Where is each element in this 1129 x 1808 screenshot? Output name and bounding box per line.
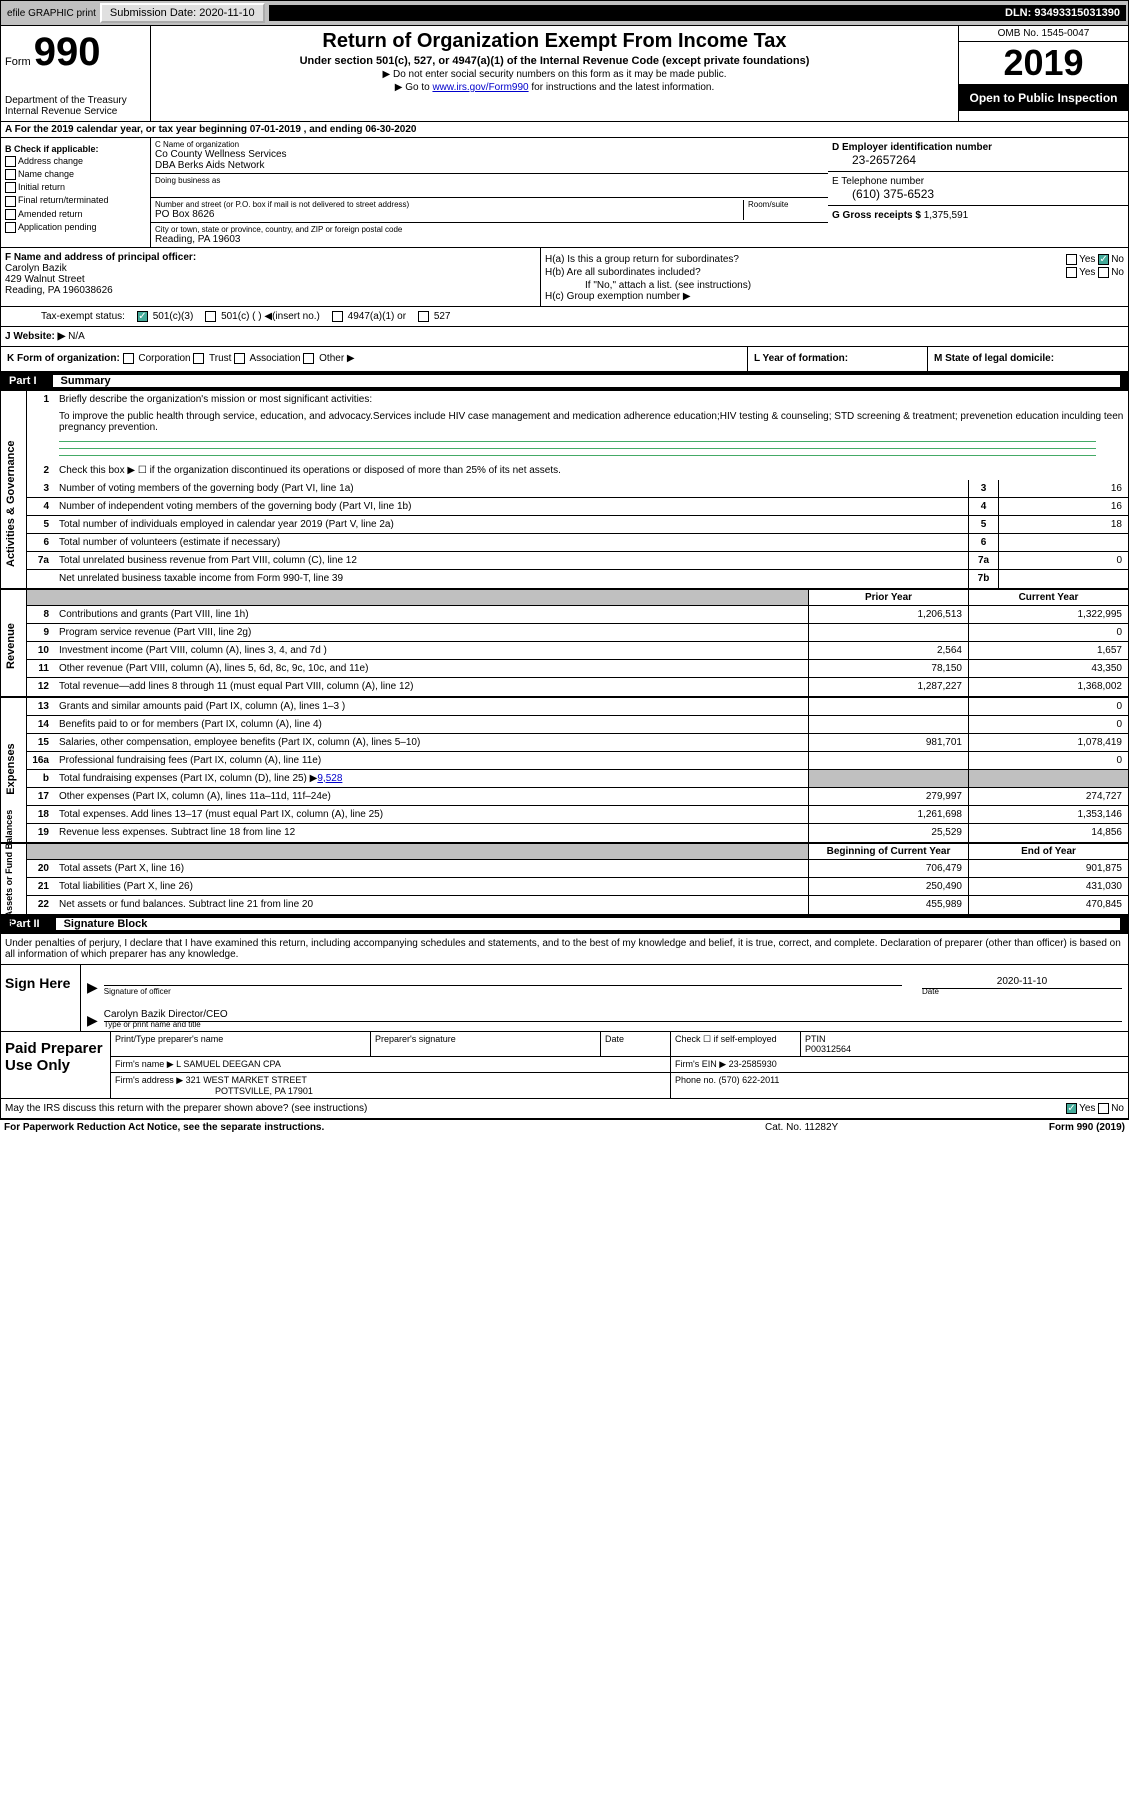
net-assets-section: Net Assets or Fund Balances Beginning of… <box>0 844 1129 915</box>
firm-addr1: 321 WEST MARKET STREET <box>186 1075 307 1085</box>
signature-block: Under penalties of perjury, I declare th… <box>0 934 1129 1119</box>
expenses-section: Expenses 13Grants and similar amounts pa… <box>0 698 1129 844</box>
paid-preparer: Paid Preparer Use Only Print/Type prepar… <box>1 1031 1128 1098</box>
city-address: Reading, PA 19603 <box>155 234 824 245</box>
mission-text: To improve the public health through ser… <box>27 409 1128 435</box>
fundraising-link[interactable]: 9,528 <box>317 773 342 784</box>
assoc-check[interactable] <box>234 353 245 364</box>
arrow-icon: ▶ <box>87 979 104 996</box>
501c-check[interactable] <box>205 311 216 322</box>
instructions-link[interactable]: www.irs.gov/Form990 <box>432 82 528 93</box>
part1-header: Part I Summary <box>0 372 1129 391</box>
final-return-check[interactable] <box>5 196 16 207</box>
declaration-text: Under penalties of perjury, I declare th… <box>1 934 1128 964</box>
footer: For Paperwork Reduction Act Notice, see … <box>0 1119 1129 1135</box>
ein: 23-2657264 <box>832 153 1124 167</box>
4947-check[interactable] <box>332 311 343 322</box>
typed-name: Carolyn Bazik Director/CEO <box>104 1009 1122 1020</box>
part2-header: Part II Signature Block <box>0 915 1129 934</box>
name-change-check[interactable] <box>5 169 16 180</box>
header-right: OMB No. 1545-0047 2019 Open to Public In… <box>958 26 1128 121</box>
street-address: PO Box 8626 <box>155 209 743 220</box>
501c3-check[interactable] <box>137 311 148 322</box>
box-h: H(a) Is this a group return for subordin… <box>541 248 1128 306</box>
ptin: P00312564 <box>805 1044 851 1054</box>
val-5: 18 <box>998 516 1128 533</box>
hb-yes-check[interactable] <box>1066 267 1077 278</box>
app-pending-check[interactable] <box>5 222 16 233</box>
top-bar: efile GRAPHIC print Submission Date: 202… <box>0 0 1129 26</box>
hb-no-check[interactable] <box>1098 267 1109 278</box>
ha-no-check[interactable] <box>1098 254 1109 265</box>
website-value: N/A <box>68 331 85 342</box>
val-7b <box>998 570 1128 588</box>
activities-governance-section: Activities & Governance 1Briefly describ… <box>0 391 1129 590</box>
ha-yes-check[interactable] <box>1066 254 1077 265</box>
527-check[interactable] <box>418 311 429 322</box>
side-governance: Activities & Governance <box>5 467 17 567</box>
initial-return-check[interactable] <box>5 182 16 193</box>
submission-date-button[interactable]: Submission Date: 2020-11-10 <box>100 3 265 23</box>
corp-check[interactable] <box>123 353 134 364</box>
val-4: 16 <box>998 498 1128 515</box>
firm-ein: 23-2585930 <box>729 1059 777 1069</box>
row-a: A For the 2019 calendar year, or tax yea… <box>0 122 1129 138</box>
tax-exempt-row: Tax-exempt status: 501(c)(3) 501(c) ( ) … <box>0 307 1129 327</box>
form-number: 990 <box>34 30 101 74</box>
arrow-icon: ▶ <box>87 1012 104 1029</box>
form-title: Return of Organization Exempt From Incom… <box>155 30 954 53</box>
section-bcdeg: B Check if applicable: Address change Na… <box>0 138 1129 248</box>
addr-change-check[interactable] <box>5 156 16 167</box>
org-name-2: DBA Berks Aids Network <box>155 160 824 171</box>
header-left: Form 990 Department of the Treasury Inte… <box>1 26 151 121</box>
revenue-section: Revenue Prior YearCurrent Year 8Contribu… <box>0 590 1129 698</box>
other-check[interactable] <box>303 353 314 364</box>
klm-row: K Form of organization: Corporation Trus… <box>0 347 1129 371</box>
header-middle: Return of Organization Exempt From Incom… <box>151 26 958 121</box>
firm-phone: (570) 622-2011 <box>719 1075 780 1085</box>
side-revenue: Revenue <box>5 596 17 696</box>
open-public: Open to Public Inspection <box>959 85 1128 111</box>
discuss-no-check[interactable] <box>1098 1103 1109 1114</box>
trust-check[interactable] <box>193 353 204 364</box>
website-row: J Website: ▶ N/A <box>0 327 1129 347</box>
dln-label: DLN: 93493315031390 <box>269 5 1126 21</box>
side-net: Net Assets or Fund Balances <box>4 834 14 934</box>
omb-number: OMB No. 1545-0047 <box>959 26 1128 42</box>
amended-check[interactable] <box>5 209 16 220</box>
box-c: C Name of organization Co County Wellnes… <box>151 138 828 247</box>
firm-addr2: POTTSVILLE, PA 17901 <box>115 1086 313 1096</box>
sign-here: Sign Here <box>1 965 81 1031</box>
val-3: 16 <box>998 480 1128 497</box>
box-b: B Check if applicable: Address change Na… <box>1 138 151 247</box>
efile-label: efile GRAPHIC print <box>3 8 100 19</box>
telephone: (610) 375-6523 <box>832 187 1124 201</box>
org-name-1: Co County Wellness Services <box>155 149 824 160</box>
val-7a: 0 <box>998 552 1128 569</box>
discuss-yes-check[interactable] <box>1066 1103 1077 1114</box>
sig-date: 2020-11-10 <box>922 976 1122 987</box>
section-fh: F Name and address of principal officer:… <box>0 248 1129 307</box>
box-deg: D Employer identification number 23-2657… <box>828 138 1128 247</box>
side-expenses: Expenses <box>5 719 17 819</box>
gross-receipts: 1,375,591 <box>924 210 969 221</box>
val-6 <box>998 534 1128 551</box>
tax-year: 2019 <box>959 42 1128 85</box>
officer-name: Carolyn Bazik <box>5 263 536 274</box>
firm-name: L SAMUEL DEEGAN CPA <box>176 1059 281 1069</box>
form-header: Form 990 Department of the Treasury Inte… <box>0 26 1129 122</box>
box-f: F Name and address of principal officer:… <box>1 248 541 306</box>
